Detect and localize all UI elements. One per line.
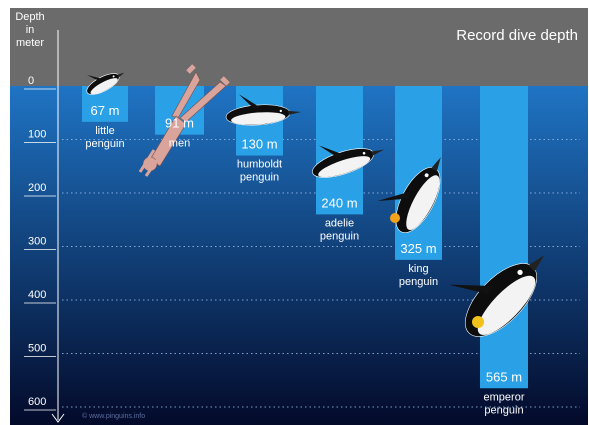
y-axis-title: Depth in meter xyxy=(15,11,44,49)
gridlines xyxy=(62,139,580,408)
value-label: 240 m xyxy=(321,195,357,210)
y-tick-label: 100 xyxy=(28,129,46,141)
little-penguin-icon xyxy=(86,72,125,95)
animal-icons xyxy=(86,64,545,337)
king-penguin-beak-patch xyxy=(390,213,400,223)
y-tick-label: 300 xyxy=(28,236,46,248)
bar-emperor-penguin xyxy=(480,86,528,389)
y-axis-arrow xyxy=(51,413,65,423)
category-label: adelie penguin xyxy=(320,217,359,242)
diver-icon xyxy=(138,64,230,177)
bar-labels: 67 m little penguin 91 m men 130 m humboldt pen… xyxy=(85,103,524,416)
value-label: 325 m xyxy=(400,241,436,256)
value-label: 130 m xyxy=(241,137,277,152)
value-label: 565 m xyxy=(486,369,522,384)
value-label: 67 m xyxy=(91,103,120,118)
credit-text: © www.pinguins.info xyxy=(82,412,145,420)
category-label: humboldt penguin xyxy=(237,159,282,184)
y-tick-label: 200 xyxy=(28,182,46,194)
category-label: little penguin xyxy=(85,125,124,150)
adelie-penguin-icon xyxy=(312,145,385,178)
y-tick-label: 0 xyxy=(28,75,34,87)
sky-area xyxy=(10,8,588,86)
value-label: 91 m xyxy=(165,116,194,131)
category-label: king penguin xyxy=(399,263,438,288)
y-tick-label: 400 xyxy=(28,289,46,301)
category-label: men xyxy=(169,138,190,150)
y-axis: Depth in meter 0 100 200 300 400 500 600 xyxy=(15,11,65,423)
humboldt-penguin-icon xyxy=(225,94,302,126)
y-tick-label: 500 xyxy=(28,343,46,355)
y-tick-label: 600 xyxy=(28,396,46,408)
emperor-penguin-icon xyxy=(448,255,545,337)
emperor-penguin-neck-patch xyxy=(472,316,484,328)
category-label: emperor penguin xyxy=(484,391,525,416)
chart-title: Record dive depth xyxy=(456,27,578,44)
